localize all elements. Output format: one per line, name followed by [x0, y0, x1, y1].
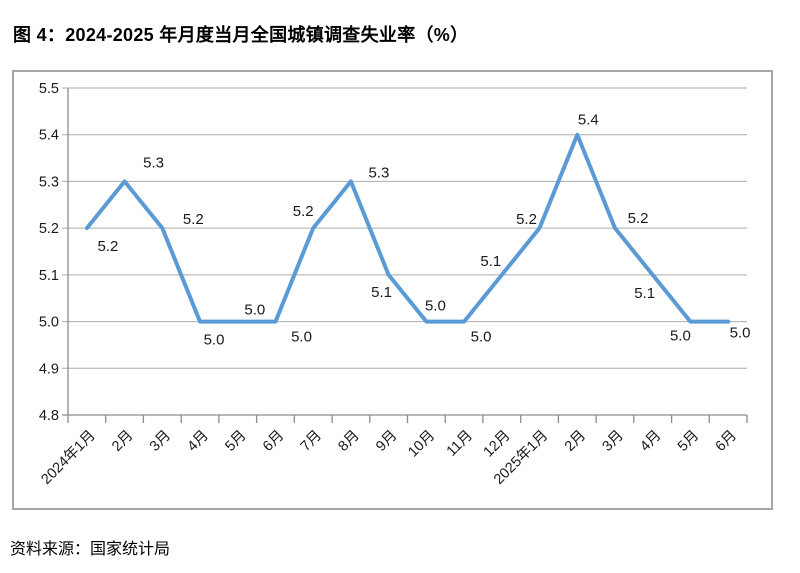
- data-label: 5.4: [578, 112, 599, 129]
- data-label: 5.3: [368, 164, 389, 181]
- x-tick-label: 4月: [637, 428, 664, 455]
- x-tick-label: 6月: [713, 428, 740, 455]
- y-tick-label: 4.8: [39, 408, 59, 424]
- x-tick-label: 8月: [335, 428, 362, 455]
- data-label: 5.2: [183, 211, 204, 228]
- chart-title: 图 4：2024-2025 年月度当月全国城镇调查失业率（%）: [13, 25, 469, 45]
- data-label: 5.0: [425, 298, 446, 315]
- data-label: 5.1: [480, 253, 501, 270]
- gridlines: [62, 87, 747, 369]
- x-tick-label: 2月: [109, 428, 136, 455]
- chart-container: 4.8 4.9 5.0 5.1 5.2 5.3 5.4 5.5 2024年1月 2月 3月 4月 5月 6…: [12, 70, 773, 510]
- x-tick-label: 5月: [675, 428, 702, 455]
- x-tick-label: 7月: [298, 428, 325, 455]
- x-tick-label: 3月: [600, 428, 627, 455]
- x-tick-label: 2月: [562, 428, 589, 455]
- y-tick-label: 5.5: [39, 81, 59, 97]
- data-label: 5.0: [204, 332, 225, 349]
- x-tick-label: 4月: [185, 428, 212, 455]
- data-label: 5.0: [471, 329, 492, 346]
- y-tick-label: 5.3: [39, 174, 59, 190]
- data-label: 5.0: [730, 325, 751, 342]
- x-tick-label: 2024年1月: [38, 427, 99, 488]
- x-tick-label: 6月: [260, 428, 287, 455]
- data-label: 5.0: [244, 302, 265, 319]
- y-tick-label: 5.4: [39, 128, 59, 144]
- x-tick-label: 10月: [405, 428, 438, 461]
- data-label: 5.2: [628, 210, 649, 227]
- data-labels: 5.2 5.3 5.2 5.0 5.0 5.0 5.2 5.3 5.1 5.0 5.0 5.1 5.2 5…: [97, 112, 750, 349]
- source-note: 资料来源：国家统计局: [10, 541, 171, 558]
- y-tick-label: 5.1: [39, 268, 59, 284]
- data-label: 5.2: [516, 211, 537, 228]
- line-chart: 4.8 4.9 5.0 5.1 5.2 5.3 5.4 5.5 2024年1月 2月 3月 4月 5月 6…: [38, 81, 751, 488]
- x-tick-label: 9月: [373, 428, 400, 455]
- x-tick-label: 12月: [481, 428, 514, 461]
- data-label: 5.2: [97, 238, 118, 255]
- data-label: 5.1: [371, 284, 392, 301]
- data-label: 5.3: [143, 154, 164, 171]
- data-label: 5.0: [670, 328, 691, 345]
- y-tick-label: 5.2: [39, 221, 59, 237]
- x-tick-label: 5月: [222, 428, 249, 455]
- data-label: 5.1: [634, 285, 655, 302]
- x-tick-label: 3月: [147, 428, 174, 455]
- y-tick-labels: 4.8 4.9 5.0 5.1 5.2 5.3 5.4 5.5: [39, 81, 59, 424]
- x-axis-ticks: [67, 415, 748, 423]
- data-label: 5.2: [293, 203, 314, 220]
- series-line: [84, 132, 731, 324]
- x-tick-label: 11月: [444, 428, 476, 460]
- y-tick-label: 4.9: [39, 361, 59, 377]
- y-tick-label: 5.0: [39, 315, 59, 331]
- data-label: 5.0: [291, 329, 312, 346]
